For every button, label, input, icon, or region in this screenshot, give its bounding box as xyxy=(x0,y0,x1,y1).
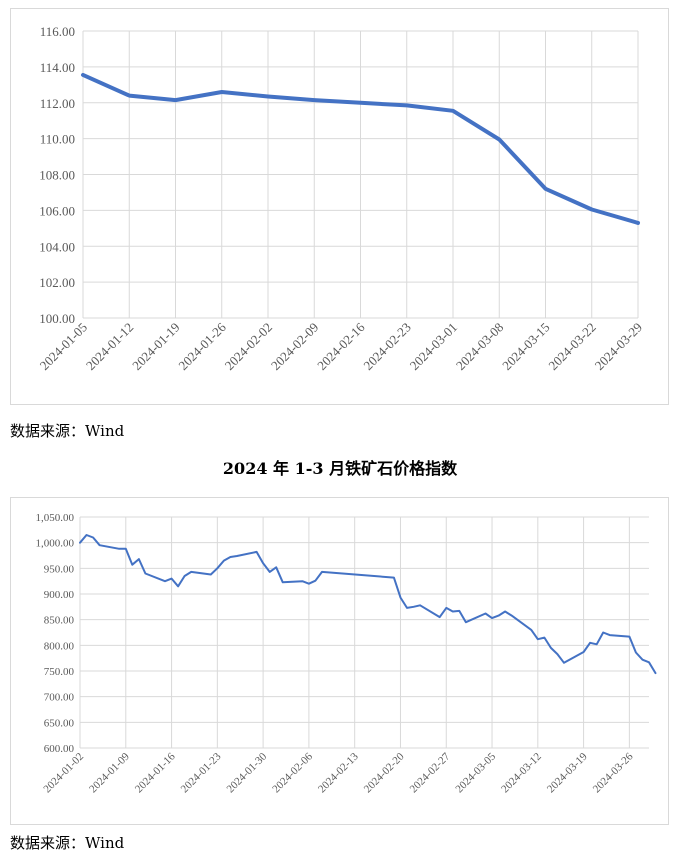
chart-1-y-tick: 104.00 xyxy=(39,239,75,254)
chart-2-series-line xyxy=(79,534,657,675)
chart-1-x-tick: 2024-03-29 xyxy=(592,320,646,374)
chart-2-x-tick: 2024-02-13 xyxy=(316,750,361,795)
chart-1-source: 数据来源：Wind xyxy=(10,422,125,440)
chart-1-y-tick: 102.00 xyxy=(39,275,75,290)
chart-2-frame: 600.00 650.00 700.00 750.00 800.00 850.00 900.… xyxy=(10,497,669,825)
chart-1-y-tick: 116.00 xyxy=(40,24,75,39)
chart-1-svg: 100.00 102.00 104.00 106.00 108.00 110.00 112.… xyxy=(37,24,646,374)
chart-2-x-tick: 2024-02-27 xyxy=(408,750,453,795)
chart-2-x-tick: 2024-01-16 xyxy=(133,750,178,795)
chart-2-y-tick: 800.00 xyxy=(44,640,75,652)
chart-2-x-tick: 2024-01-30 xyxy=(224,750,269,795)
chart-1-y-tick: 100.00 xyxy=(39,311,75,326)
chart-1-x-tick: 2024-02-16 xyxy=(314,319,368,373)
chart-2-x-tick: 2024-01-23 xyxy=(179,750,224,795)
chart-2-y-tick: 850.00 xyxy=(44,615,75,627)
chart-2-x-tick: 2024-02-20 xyxy=(362,750,407,795)
chart-2-x-tick: 2024-02-06 xyxy=(270,750,315,795)
chart-2-y-tick: 1,050.00 xyxy=(36,512,75,524)
chart-1-y-tick: 114.00 xyxy=(40,60,75,75)
chart-2-source: 数据来源：Wind xyxy=(10,834,125,852)
chart-1-y-tick: 106.00 xyxy=(39,203,75,218)
chart-1-x-tick: 2024-02-09 xyxy=(268,320,322,374)
chart-2-x-tick: 2024-03-19 xyxy=(545,750,590,795)
chart-2-y-tick: 750.00 xyxy=(44,666,75,678)
chart-1-x-tick: 2024-01-19 xyxy=(129,320,183,374)
chart-2-y-tick: 700.00 xyxy=(44,692,75,704)
chart-2-svg: 600.00 650.00 700.00 750.00 800.00 850.00 900.… xyxy=(36,512,657,796)
chart-1-x-tick: 2024-02-23 xyxy=(360,320,414,374)
chart-2-y-tick: 1,000.00 xyxy=(36,538,75,550)
chart-2-title: 2024 年 1-3 月铁矿石价格指数 xyxy=(222,459,458,478)
chart-2-x-tick: 2024-03-12 xyxy=(499,751,544,796)
chart-2-x-tick: 2024-03-05 xyxy=(453,750,498,795)
chart-1-x-tick: 2024-03-15 xyxy=(499,320,553,374)
chart-1-x-tick: 2024-03-08 xyxy=(453,320,507,374)
chart-1-y-tick: 112.00 xyxy=(40,96,75,111)
chart-2-y-tick: 650.00 xyxy=(44,717,75,729)
chart-1-frame: 100.00 102.00 104.00 106.00 108.00 110.00 112.… xyxy=(10,8,669,405)
chart-2-y-tick: 600.00 xyxy=(44,743,75,755)
chart-1-x-tick: 2024-02-02 xyxy=(222,320,276,374)
chart-1-y-tick: 110.00 xyxy=(40,132,75,147)
chart-2-y-tick: 950.00 xyxy=(44,563,75,575)
chart-1-x-tick: 2024-01-05 xyxy=(37,320,91,374)
chart-1-y-tick: 108.00 xyxy=(39,168,75,183)
chart-2-x-tick: 2024-01-02 xyxy=(41,751,86,796)
chart-2-y-tick: 900.00 xyxy=(44,589,75,601)
chart-1-x-tick: 2024-03-01 xyxy=(407,320,461,374)
chart-1-x-tick: 2024-01-12 xyxy=(83,320,137,374)
chart-2-x-tick: 2024-03-26 xyxy=(591,750,636,795)
chart-1-x-tick: 2024-03-22 xyxy=(545,320,599,374)
chart-1-x-tick: 2024-01-26 xyxy=(175,319,229,373)
chart-2-x-tick: 2024-01-09 xyxy=(87,750,132,795)
